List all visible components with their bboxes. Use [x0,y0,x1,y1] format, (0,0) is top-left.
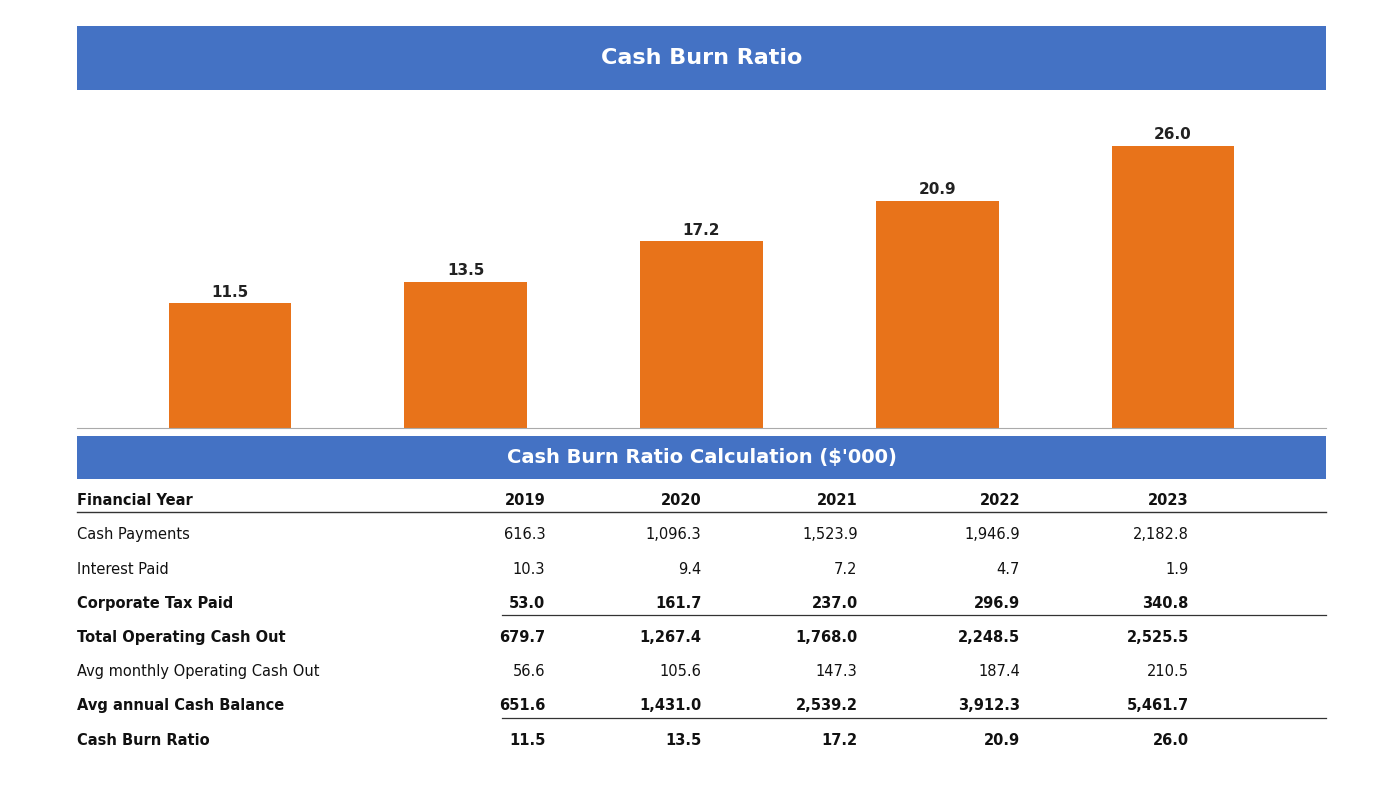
Text: 2,248.5: 2,248.5 [958,630,1020,645]
Text: 4.7: 4.7 [997,562,1020,577]
Text: 53.0: 53.0 [510,596,546,611]
Bar [169,303,292,428]
Text: 13.5: 13.5 [447,263,484,277]
Bar [641,241,762,428]
Text: Avg annual Cash Balance: Avg annual Cash Balance [77,699,283,714]
Text: 187.4: 187.4 [979,664,1020,679]
FancyBboxPatch shape [77,436,1326,479]
Text: 13.5: 13.5 [666,733,701,747]
Text: 296.9: 296.9 [974,596,1020,611]
Text: 1,768.0: 1,768.0 [796,630,857,645]
Text: 147.3: 147.3 [815,664,857,679]
Bar [405,281,528,428]
Text: 1,523.9: 1,523.9 [803,527,857,542]
Text: Financial Year: Financial Year [77,493,193,509]
Text: Cash Burn Ratio Calculation ($'000): Cash Burn Ratio Calculation ($'000) [507,448,896,468]
Text: 17.2: 17.2 [821,733,857,747]
Text: 1,946.9: 1,946.9 [965,527,1020,542]
Text: 2,539.2: 2,539.2 [796,699,857,714]
Text: 9.4: 9.4 [678,562,701,577]
Text: 7.2: 7.2 [835,562,857,577]
Bar [875,201,998,428]
Text: 3,912.3: 3,912.3 [958,699,1020,714]
Text: 1.9: 1.9 [1166,562,1189,577]
Text: 20.9: 20.9 [984,733,1020,747]
Text: 616.3: 616.3 [504,527,546,542]
Text: 1,096.3: 1,096.3 [646,527,701,542]
Text: 210.5: 210.5 [1146,664,1189,679]
Text: 2019: 2019 [504,493,546,509]
Text: 2,182.8: 2,182.8 [1134,527,1189,542]
Text: Cash Burn Ratio: Cash Burn Ratio [77,733,209,747]
Text: Cash Payments: Cash Payments [77,527,190,542]
Text: Avg monthly Operating Cash Out: Avg monthly Operating Cash Out [77,664,320,679]
FancyBboxPatch shape [77,26,1326,90]
Text: 105.6: 105.6 [660,664,701,679]
Text: 20.9: 20.9 [919,182,956,197]
Text: Corporate Tax Paid: Corporate Tax Paid [77,596,233,611]
Text: 161.7: 161.7 [655,596,701,611]
Text: 2023: 2023 [1148,493,1189,509]
Text: 11.5: 11.5 [211,285,248,299]
Text: 679.7: 679.7 [500,630,546,645]
Text: 26.0: 26.0 [1154,127,1192,141]
Text: 2022: 2022 [980,493,1020,509]
Text: Total Operating Cash Out: Total Operating Cash Out [77,630,285,645]
Text: 17.2: 17.2 [683,222,720,237]
Text: 10.3: 10.3 [512,562,546,577]
Text: Interest Paid: Interest Paid [77,562,169,577]
Text: 651.6: 651.6 [498,699,546,714]
Text: 2,525.5: 2,525.5 [1127,630,1189,645]
Text: Cash Burn Ratio: Cash Burn Ratio [600,48,803,68]
Text: 5,461.7: 5,461.7 [1127,699,1189,714]
Text: 26.0: 26.0 [1153,733,1189,747]
Bar [1111,145,1234,428]
Text: 11.5: 11.5 [510,733,546,747]
Text: 237.0: 237.0 [811,596,857,611]
Text: 56.6: 56.6 [512,664,546,679]
Text: 340.8: 340.8 [1142,596,1189,611]
Text: 2020: 2020 [660,493,701,509]
Text: 1,267.4: 1,267.4 [639,630,701,645]
Text: 1,431.0: 1,431.0 [639,699,701,714]
Text: 2021: 2021 [817,493,857,509]
